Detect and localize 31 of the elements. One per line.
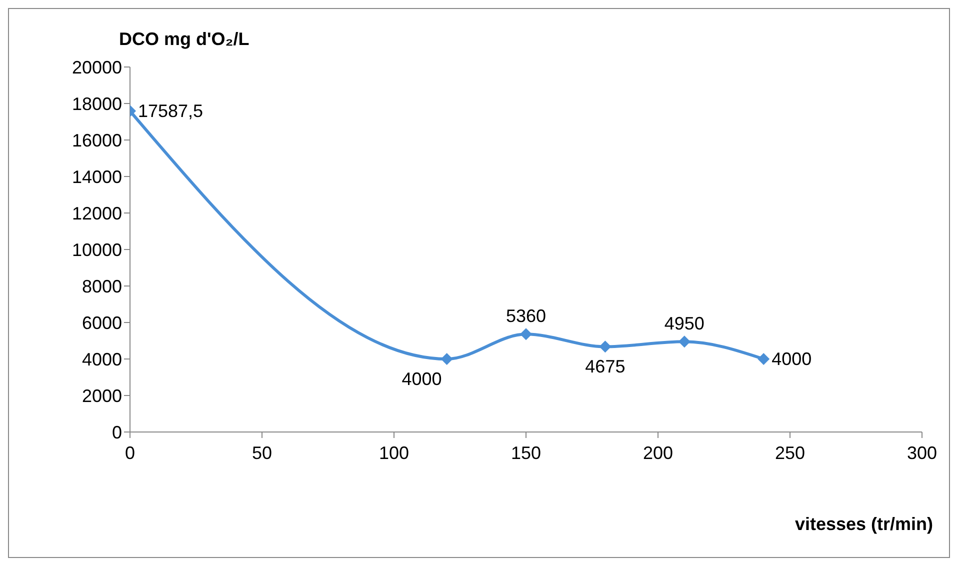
y-tick-label: 12000 [72, 203, 122, 224]
data-label: 4000 [402, 369, 442, 389]
x-tick-label: 250 [774, 442, 806, 463]
y-tick-label: 16000 [72, 130, 122, 150]
point [599, 340, 612, 353]
x-tick-label: 50 [252, 442, 272, 463]
x-tick-label: 200 [642, 442, 674, 463]
data-label: 17587,5 [138, 101, 204, 122]
x-tick-label: 0 [124, 442, 136, 463]
point [678, 336, 690, 348]
x-tick-label: 150 [510, 442, 542, 463]
data-label: 4950 [664, 314, 704, 334]
y-tick-label: 0 [112, 422, 122, 442]
x-tick-label: 100 [378, 442, 410, 463]
x-axis-title: vitesses (tr/min) [794, 514, 933, 535]
y-tick-label: 20000 [72, 57, 122, 78]
data-label: 4675 [585, 356, 626, 377]
y-tick-label: 2000 [82, 386, 122, 406]
data-label: 4000 [772, 349, 812, 369]
y-axis-title: DCO mg d'O₂/L [119, 29, 250, 50]
y-tick-label: 6000 [82, 312, 122, 333]
y-tick-label: 10000 [72, 240, 122, 260]
point [758, 353, 770, 365]
y-tick-label: 14000 [72, 166, 122, 187]
y-tick-label: 4000 [82, 349, 122, 370]
point [440, 353, 453, 365]
y-tick-label: 18000 [72, 94, 122, 114]
data-label: 5360 [506, 306, 546, 326]
y-tick-label: 8000 [82, 276, 122, 296]
point [520, 328, 532, 340]
x-tick-label: 300 [906, 442, 938, 463]
